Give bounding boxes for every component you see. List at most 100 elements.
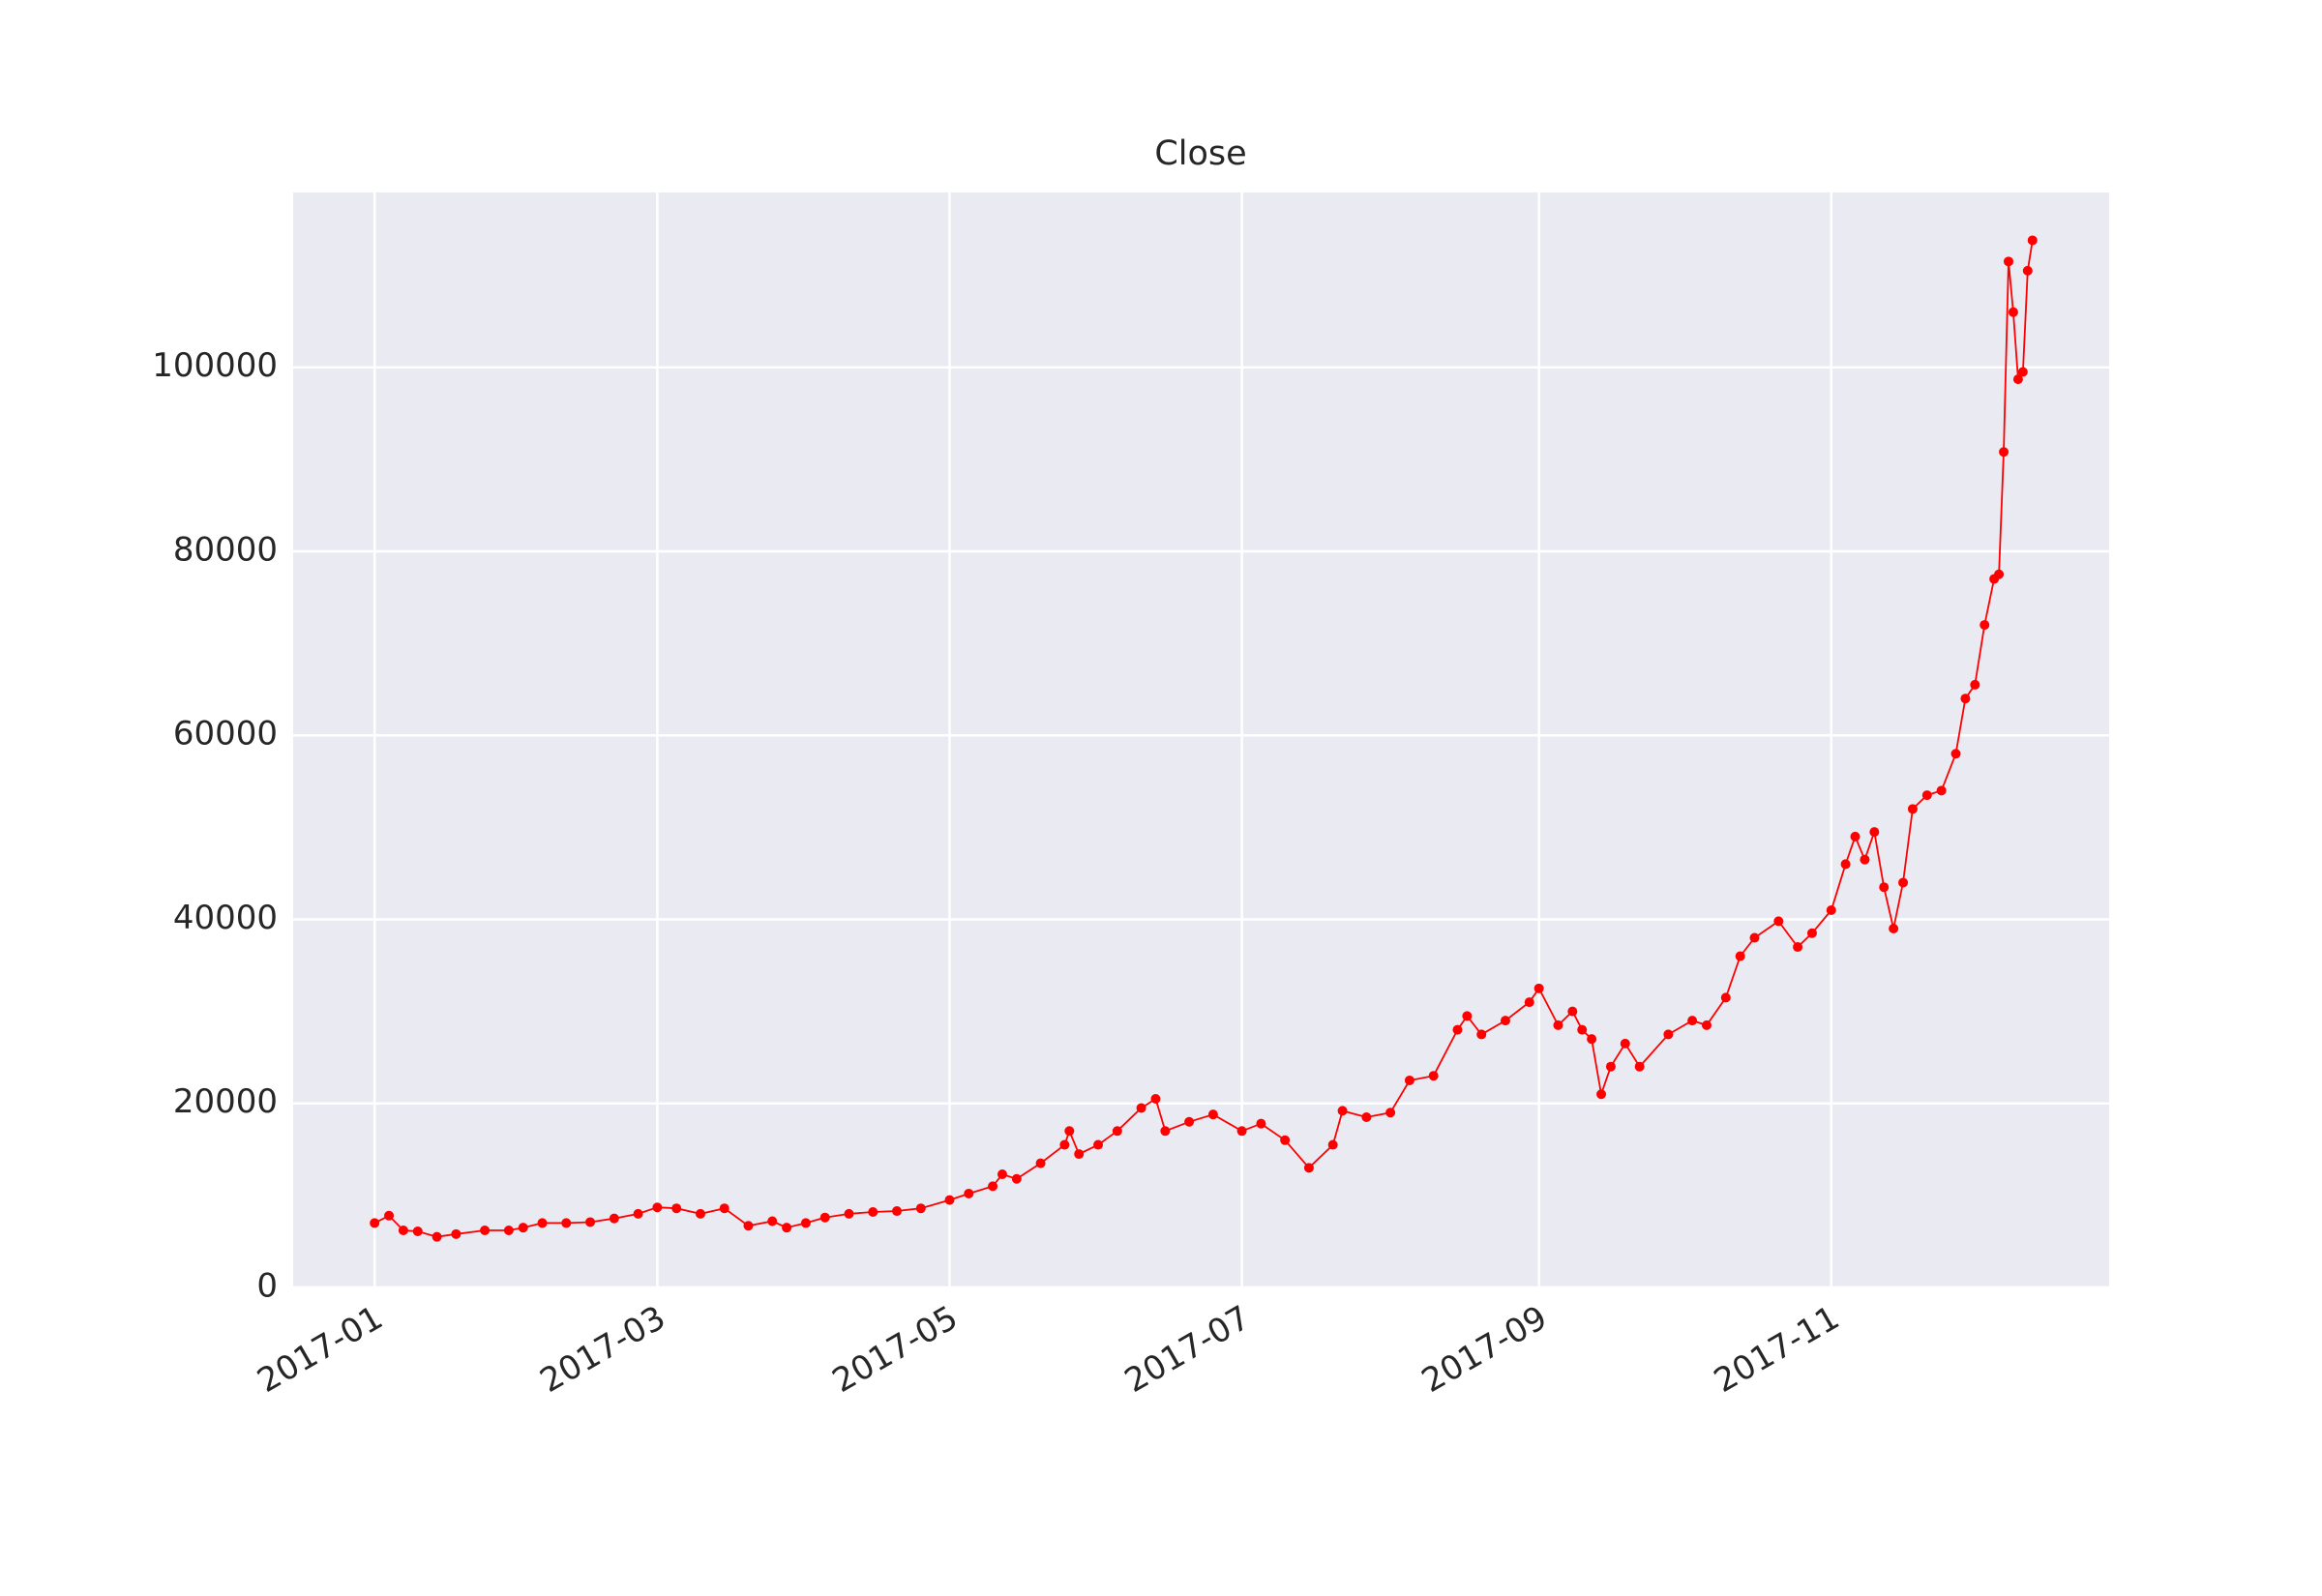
marker xyxy=(1428,1071,1439,1081)
marker xyxy=(1035,1158,1046,1168)
marker xyxy=(1735,951,1745,961)
y-tick-label: 80000 xyxy=(173,530,278,569)
marker xyxy=(1596,1089,1607,1100)
marker xyxy=(1663,1029,1674,1040)
marker xyxy=(1361,1112,1372,1123)
marker xyxy=(1605,1061,1616,1072)
marker xyxy=(1160,1126,1171,1137)
marker xyxy=(1236,1126,1247,1137)
marker xyxy=(1524,997,1534,1008)
marker xyxy=(1064,1126,1075,1137)
marker xyxy=(1936,785,1947,796)
marker xyxy=(1533,983,1544,993)
marker xyxy=(1994,569,2005,579)
marker xyxy=(844,1208,854,1219)
marker xyxy=(1634,1061,1645,1072)
marker xyxy=(719,1203,729,1214)
marker xyxy=(964,1188,974,1198)
marker xyxy=(868,1206,878,1217)
marker xyxy=(782,1223,792,1233)
marker xyxy=(1500,1016,1510,1026)
marker xyxy=(915,1203,926,1214)
marker xyxy=(1011,1173,1022,1184)
marker xyxy=(1869,827,1880,838)
y-tick-label: 100000 xyxy=(152,346,278,385)
marker xyxy=(609,1213,619,1224)
marker xyxy=(1074,1149,1085,1160)
marker xyxy=(1184,1116,1195,1127)
x-tick-label: 2017-11 xyxy=(1708,1298,1846,1401)
marker xyxy=(652,1202,663,1213)
marker xyxy=(997,1168,1007,1179)
marker xyxy=(1553,1020,1563,1030)
marker xyxy=(1850,831,1861,842)
marker xyxy=(1577,1024,1588,1035)
marker xyxy=(988,1181,998,1192)
marker xyxy=(1701,1020,1712,1030)
marker xyxy=(1889,924,1899,934)
y-tick-label: 60000 xyxy=(173,715,278,754)
marker xyxy=(2027,235,2038,246)
marker xyxy=(1793,942,1803,953)
marker xyxy=(1093,1139,1104,1150)
line xyxy=(373,240,2034,1238)
marker xyxy=(1898,877,1909,888)
y-tick-label: 0 xyxy=(256,1267,278,1306)
marker xyxy=(819,1212,830,1223)
marker xyxy=(671,1203,682,1214)
marker xyxy=(1970,679,1980,690)
marker xyxy=(767,1216,778,1227)
marker xyxy=(1207,1109,1218,1120)
marker xyxy=(1587,1034,1597,1045)
marker xyxy=(892,1206,903,1217)
marker xyxy=(1462,1011,1473,1021)
marker xyxy=(451,1228,461,1239)
marker xyxy=(1720,992,1731,1003)
marker xyxy=(1150,1093,1161,1104)
marker xyxy=(1620,1038,1630,1049)
marker xyxy=(1773,916,1784,927)
marker xyxy=(1999,447,2009,458)
marker xyxy=(633,1208,643,1219)
marker xyxy=(518,1223,528,1233)
marker xyxy=(1452,1024,1463,1035)
marker xyxy=(1840,859,1851,870)
y-tick-label: 20000 xyxy=(173,1082,278,1121)
marker xyxy=(1256,1118,1266,1129)
marker xyxy=(2017,367,2028,377)
marker xyxy=(503,1226,514,1236)
x-tick-label: 2017-03 xyxy=(534,1298,672,1401)
marker xyxy=(1280,1135,1291,1145)
marker xyxy=(1687,1016,1698,1026)
marker xyxy=(1112,1126,1122,1137)
marker xyxy=(1826,904,1836,915)
plot-area xyxy=(293,192,2109,1287)
marker xyxy=(1385,1108,1396,1118)
marker xyxy=(2003,256,2013,267)
chart-title: Close xyxy=(1154,134,1246,173)
marker xyxy=(1950,749,1961,759)
marker xyxy=(432,1231,442,1242)
marker xyxy=(480,1226,491,1236)
marker xyxy=(1327,1139,1338,1150)
marker xyxy=(370,1218,380,1228)
marker xyxy=(1303,1163,1314,1173)
marker xyxy=(537,1218,548,1228)
marker xyxy=(1476,1029,1487,1040)
marker xyxy=(585,1217,596,1227)
marker xyxy=(1879,882,1890,893)
y-tick-label: 40000 xyxy=(173,899,278,937)
marker xyxy=(2008,307,2018,317)
marker xyxy=(743,1221,754,1231)
x-tick-label: 2017-07 xyxy=(1118,1298,1257,1401)
marker xyxy=(1960,694,1971,704)
marker xyxy=(1806,928,1817,938)
marker xyxy=(1404,1075,1414,1085)
marker xyxy=(1980,620,1990,631)
marker xyxy=(2012,374,2023,385)
marker xyxy=(800,1218,811,1228)
marker xyxy=(384,1210,395,1221)
marker xyxy=(1907,804,1918,814)
marker xyxy=(398,1226,408,1236)
